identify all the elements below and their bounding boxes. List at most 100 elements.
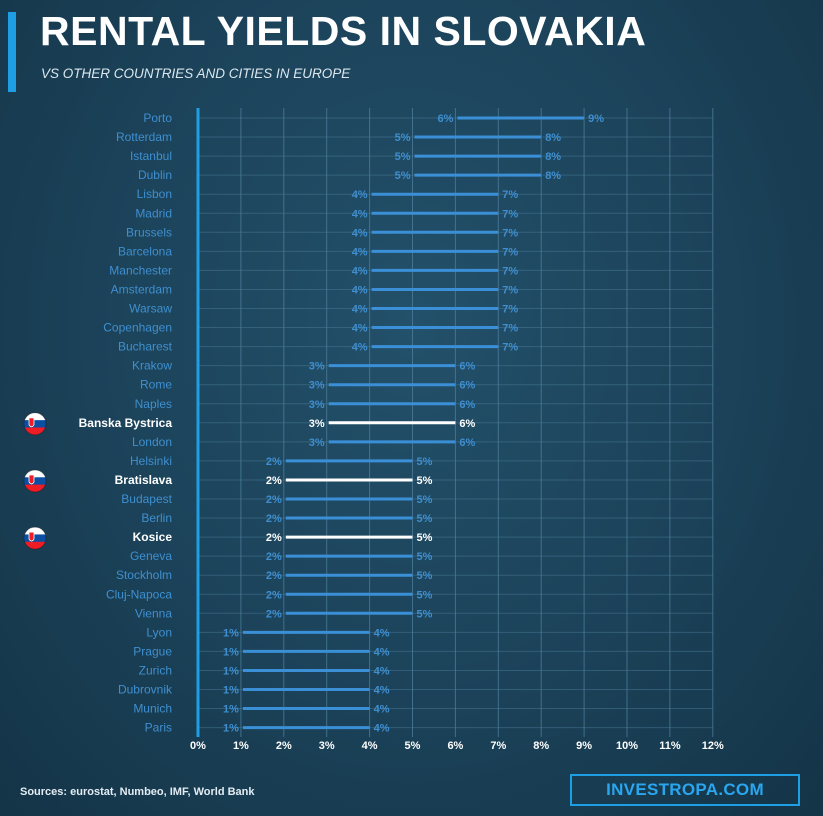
high-value-label: 7% — [502, 304, 518, 316]
high-value-label: 7% — [502, 265, 518, 277]
high-value-label: 5% — [417, 456, 433, 468]
brand-label: INVESTROPA.COM — [606, 780, 764, 799]
city-label: Berlin — [141, 511, 172, 525]
brand-link[interactable]: INVESTROPA.COM — [570, 774, 800, 806]
low-value-label: 6% — [437, 113, 453, 125]
high-value-label: 5% — [417, 475, 433, 487]
low-value-label: 1% — [223, 665, 239, 677]
low-value-label: 2% — [266, 532, 282, 544]
city-label: Banska Bystrica — [79, 416, 173, 430]
city-label: London — [132, 435, 172, 449]
high-value-label: 4% — [374, 704, 390, 716]
slovakia-flag-icon — [24, 527, 46, 550]
high-value-label: 5% — [417, 570, 433, 582]
high-value-label: 8% — [545, 170, 561, 182]
low-value-label: 4% — [352, 304, 368, 316]
high-value-label: 8% — [545, 132, 561, 144]
slovakia-flag-icon — [24, 469, 46, 492]
high-value-label: 7% — [502, 323, 518, 335]
x-tick-label: 6% — [447, 740, 463, 752]
high-value-label: 7% — [502, 246, 518, 258]
city-label: Zurich — [139, 663, 172, 677]
x-tick-label: 5% — [405, 740, 421, 752]
city-label: Bucharest — [118, 340, 173, 354]
flag-border — [23, 469, 47, 493]
city-label: Warsaw — [129, 302, 172, 316]
low-value-label: 2% — [266, 456, 282, 468]
flag-border — [23, 526, 47, 550]
high-value-label: 4% — [374, 685, 390, 697]
high-value-label: 7% — [502, 208, 518, 220]
high-value-label: 7% — [502, 189, 518, 201]
high-value-label: 4% — [374, 723, 390, 735]
low-value-label: 2% — [266, 513, 282, 525]
low-value-label: 3% — [309, 361, 325, 373]
low-value-label: 4% — [352, 265, 368, 277]
low-value-label: 3% — [309, 418, 325, 430]
high-value-label: 6% — [459, 380, 475, 392]
low-value-label: 2% — [266, 551, 282, 563]
low-value-label: 5% — [395, 151, 411, 163]
city-label: Copenhagen — [103, 321, 172, 335]
low-value-label: 5% — [395, 132, 411, 144]
x-tick-label: 4% — [362, 740, 378, 752]
city-label: Brussels — [126, 225, 172, 239]
city-label: Paris — [145, 721, 172, 735]
city-label: Stockholm — [116, 568, 172, 582]
low-value-label: 2% — [266, 589, 282, 601]
city-label: Porto — [143, 111, 172, 125]
city-label: Geneva — [130, 549, 172, 563]
low-value-label: 1% — [223, 723, 239, 735]
high-value-label: 6% — [459, 361, 475, 373]
city-label: Dubrovnik — [118, 683, 173, 697]
x-tick-label: 7% — [490, 740, 506, 752]
page-subtitle: VS OTHER COUNTRIES AND CITIES IN EUROPE — [41, 66, 351, 81]
city-label: Naples — [135, 397, 172, 411]
high-value-label: 5% — [417, 513, 433, 525]
low-value-label: 4% — [352, 342, 368, 354]
page-title: RENTAL YIELDS IN SLOVAKIA — [40, 8, 647, 54]
low-value-label: 3% — [309, 380, 325, 392]
city-label: Munich — [133, 702, 172, 716]
high-value-label: 4% — [374, 665, 390, 677]
high-value-label: 7% — [502, 227, 518, 239]
high-value-label: 6% — [459, 418, 475, 430]
city-label: Budapest — [121, 492, 172, 506]
city-label: Dublin — [138, 168, 172, 182]
city-label: Lisbon — [137, 187, 172, 201]
slovakia-flag-icon — [24, 412, 46, 435]
flag-border — [23, 412, 47, 436]
city-label: Madrid — [135, 206, 172, 220]
high-value-label: 4% — [374, 627, 390, 639]
high-value-label: 5% — [417, 532, 433, 544]
high-value-label: 4% — [374, 646, 390, 658]
high-value-label: 5% — [417, 494, 433, 506]
high-value-label: 5% — [417, 589, 433, 601]
x-tick-label: 3% — [319, 740, 335, 752]
low-value-label: 3% — [309, 399, 325, 411]
low-value-label: 4% — [352, 208, 368, 220]
city-label: Istanbul — [130, 149, 172, 163]
x-tick-label: 10% — [616, 740, 638, 752]
high-value-label: 5% — [417, 551, 433, 563]
city-label: Rome — [140, 378, 172, 392]
low-value-label: 2% — [266, 494, 282, 506]
sources-note: Sources: eurostat, Numbeo, IMF, World Ba… — [20, 786, 255, 798]
low-value-label: 1% — [223, 685, 239, 697]
x-tick-label: 11% — [659, 740, 681, 752]
city-label: Barcelona — [118, 244, 172, 258]
x-tick-label: 1% — [233, 740, 249, 752]
x-tick-label: 8% — [533, 740, 549, 752]
low-value-label: 4% — [352, 323, 368, 335]
low-value-label: 4% — [352, 246, 368, 258]
high-value-label: 8% — [545, 151, 561, 163]
city-label: Manchester — [109, 263, 172, 277]
low-value-label: 2% — [266, 570, 282, 582]
high-value-label: 6% — [459, 399, 475, 411]
city-label: Helsinki — [130, 454, 172, 468]
high-value-label: 9% — [588, 113, 604, 125]
low-value-label: 3% — [309, 437, 325, 449]
low-value-label: 1% — [223, 627, 239, 639]
x-tick-label: 9% — [576, 740, 592, 752]
